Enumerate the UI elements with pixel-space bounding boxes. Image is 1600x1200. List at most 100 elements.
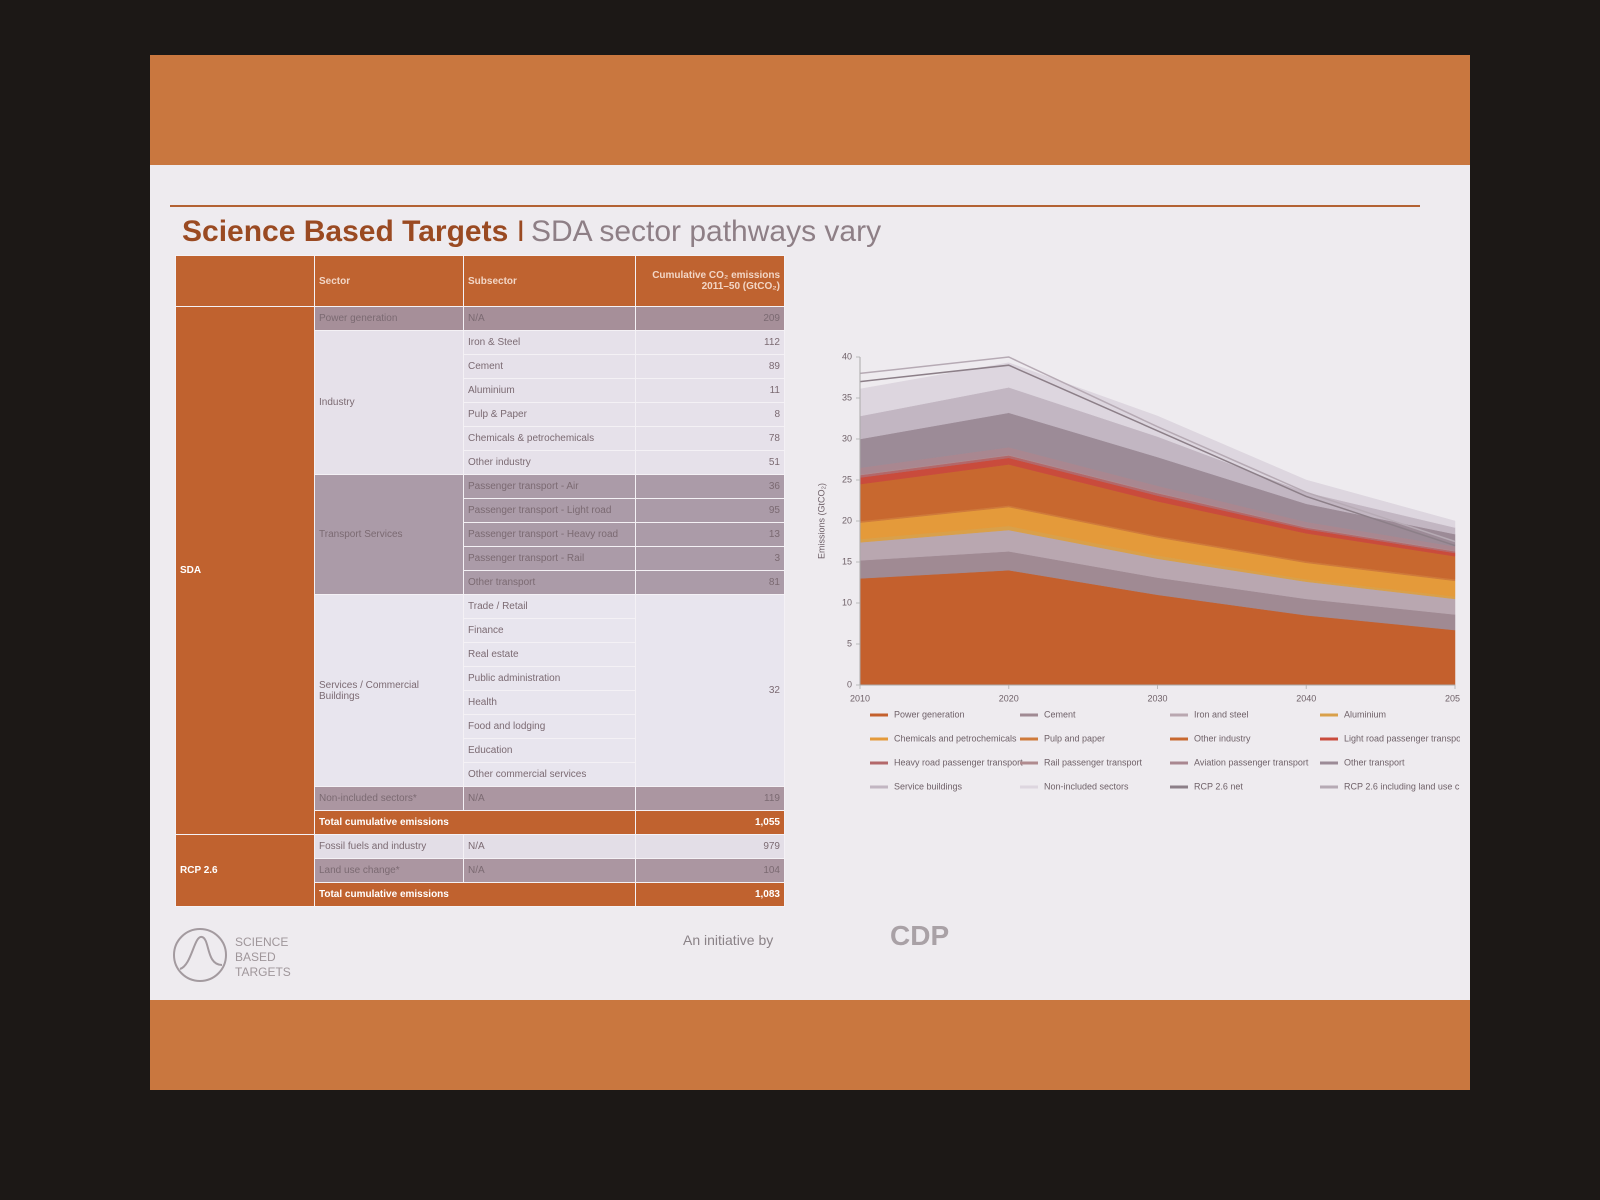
- value-cell: 979: [635, 834, 785, 859]
- title: Science Based Targets I SDA sector pathwa…: [182, 215, 881, 249]
- sector-cell: Land use change*: [314, 858, 464, 883]
- subsector-cell: N/A: [463, 858, 636, 883]
- table-row: Aluminium 11: [176, 378, 785, 403]
- top-band: [150, 55, 1470, 165]
- header-row: Sector Subsector Cumulative CO₂ emissions …: [175, 255, 785, 307]
- y-tick-label: 25: [842, 474, 852, 484]
- subsector-cell: Chemicals & petrochemicals: [463, 426, 636, 451]
- table-row: Education: [176, 738, 785, 763]
- table-row: Chemicals & petrochemicals 78: [176, 426, 785, 451]
- x-tick-label: 2030: [1147, 693, 1167, 703]
- legend-label: Aviation passenger transport: [1194, 757, 1309, 767]
- separator: I: [516, 215, 525, 248]
- sector-cell: Services / Commercial Buildings: [314, 594, 464, 787]
- table-row: Passenger transport - Heavy road 13: [176, 522, 785, 547]
- subsector-cell: Other commercial services: [463, 762, 636, 787]
- subsector-cell: Cement: [463, 354, 636, 379]
- sector-cell: Industry: [314, 330, 464, 475]
- column-header: Subsector: [463, 255, 636, 307]
- subtitle: SDA sector pathways vary: [530, 215, 882, 248]
- table-row: Other transport 81: [176, 570, 785, 595]
- subsector-cell: Iron & Steel: [463, 330, 636, 355]
- value-cell: 89: [635, 354, 785, 379]
- table: Sector Subsector Cumulative CO₂ emissions …: [175, 255, 785, 907]
- subsector-cell: Other industry: [463, 450, 636, 475]
- subsector-cell: Passenger transport - Light road: [463, 498, 636, 523]
- table-row: Finance: [176, 618, 785, 643]
- table-row: Food and lodging: [176, 714, 785, 739]
- legend-label: Power generation: [894, 709, 965, 719]
- partner-logo: CDP: [890, 920, 950, 951]
- table-row: RCP 2.6 Fossil fuels and industry N/A 979: [175, 834, 785, 907]
- subsector-cell: Passenger transport - Heavy road: [463, 522, 636, 547]
- legend-label: Other industry: [1194, 733, 1251, 743]
- legend-label: RCP 2.6 including land use change: [1344, 781, 1460, 791]
- value-cell: 119: [635, 786, 785, 811]
- sector-cell: Power generation: [314, 306, 464, 331]
- subsector-cell: N/A: [463, 786, 636, 811]
- initiative: An initiative by: [683, 932, 774, 948]
- value-cell: 32: [635, 594, 785, 787]
- value-cell: 11: [635, 378, 785, 403]
- column-header: Sector: [314, 255, 464, 307]
- total-row: Total cumulative emissions 1,083: [176, 882, 785, 907]
- y-tick-label: 35: [842, 392, 852, 402]
- table-row: Industry Iron & Steel 112: [176, 330, 785, 475]
- legend-label: Aluminium: [1344, 709, 1386, 719]
- x-tick-label: 2010: [850, 693, 870, 703]
- value-cell: 104: [635, 858, 785, 883]
- table-row: Land use change* N/A 104: [176, 858, 785, 883]
- y-tick-label: 5: [847, 638, 852, 648]
- value-cell: 36: [635, 474, 785, 499]
- logo-text: SCIENCE BASED TARGETS: [235, 935, 291, 980]
- subsector-cell: Health: [463, 690, 636, 715]
- sector-cell: Fossil fuels and industry: [314, 834, 464, 859]
- y-tick-label: 30: [842, 433, 852, 443]
- series-line: [859, 356, 1456, 543]
- value-cell: 81: [635, 570, 785, 595]
- subsector-cell: Food and lodging: [463, 714, 636, 739]
- total-label: Total cumulative emissions: [314, 810, 636, 835]
- subsector-cell: Aluminium: [463, 378, 636, 403]
- x-tick-label: 2040: [1296, 693, 1316, 703]
- sector-cell: Transport Services: [314, 474, 464, 595]
- slide: Science Based Targets I SDA sector pathwa…: [150, 55, 1470, 1090]
- legend-label: RCP 2.6 net: [1194, 781, 1243, 791]
- logo-line: SCIENCE: [235, 935, 289, 949]
- table-row: Passenger transport - Light road 95: [176, 498, 785, 523]
- legend-label: Pulp and paper: [1044, 733, 1105, 743]
- subsector-cell: N/A: [463, 306, 636, 331]
- logo-line: BASED: [235, 950, 276, 964]
- legend-label: Other transport: [1344, 757, 1405, 767]
- y-axis-label: Emissions (GtCO₂): [816, 483, 826, 559]
- value-cell: 51: [635, 450, 785, 475]
- y-tick-label: 10: [842, 597, 852, 607]
- legend-label: Service buildings: [894, 781, 963, 791]
- value-cell: 8: [635, 402, 785, 427]
- title-main: Science Based Targets: [182, 215, 509, 248]
- legend-label: Rail passenger transport: [1044, 757, 1143, 767]
- subsector-cell: Trade / Retail: [463, 594, 636, 619]
- subsector-cell: N/A: [463, 834, 636, 859]
- x-tick-label: 2020: [999, 693, 1019, 703]
- legend-label: Iron and steel: [1194, 709, 1249, 719]
- bottom-band: [150, 1000, 1470, 1090]
- value-cell: 78: [635, 426, 785, 451]
- total-value: 1,083: [635, 882, 785, 907]
- table-row: Passenger transport - Rail 3: [176, 546, 785, 571]
- section-cell: RCP 2.6: [175, 834, 315, 907]
- subsector-cell: Passenger transport - Rail: [463, 546, 636, 571]
- x-tick-label: 2050: [1445, 693, 1460, 703]
- subsector-cell: Passenger transport - Air: [463, 474, 636, 499]
- group-header: [175, 255, 315, 307]
- rule: [170, 205, 1420, 207]
- chart: 0 5 10 15 20 25 30 35 40 2010 2020 2030 2040 2050 Emis…: [816, 351, 1460, 791]
- table-row: Pulp & Paper 8: [176, 402, 785, 427]
- value-cell: 3: [635, 546, 785, 571]
- legend-label: Chemicals and petrochemicals: [894, 733, 1017, 743]
- table-row: Non-included sectors* N/A 119: [176, 786, 785, 811]
- y-tick-label: 40: [842, 351, 852, 361]
- value-cell: 13: [635, 522, 785, 547]
- subsector-cell: Public administration: [463, 666, 636, 691]
- subsector-cell: Education: [463, 738, 636, 763]
